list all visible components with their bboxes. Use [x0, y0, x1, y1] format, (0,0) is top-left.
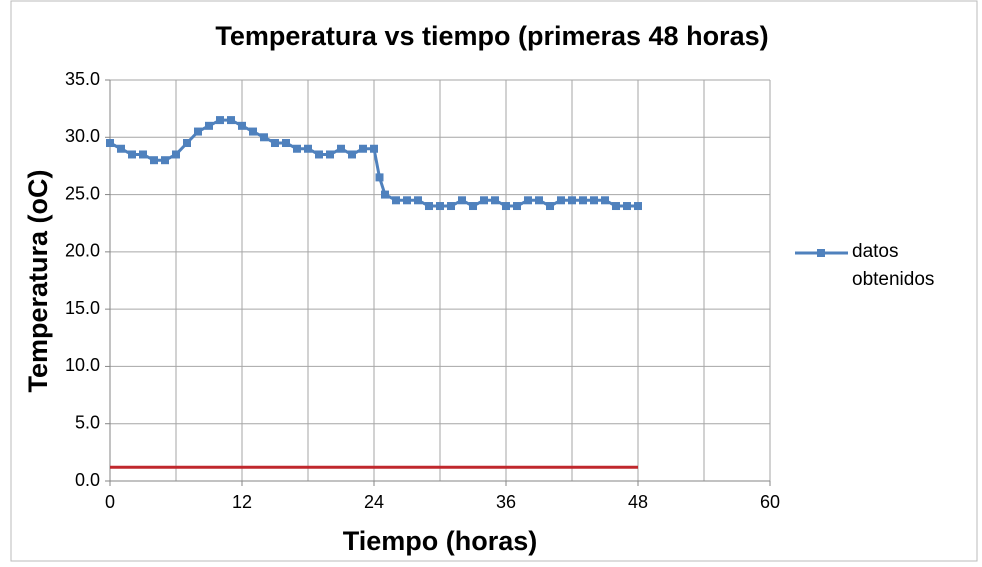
x-tick-label: 36 — [496, 492, 516, 512]
data-point — [315, 150, 323, 159]
legend-label: datos obtenidos — [852, 241, 935, 290]
data-point — [194, 127, 202, 136]
y-axis-title: Temperatura (oC) — [23, 169, 53, 392]
data-point — [568, 196, 576, 205]
data-point — [535, 196, 543, 205]
data-point — [216, 116, 224, 125]
chart-frame — [10, 0, 978, 562]
legend-marker — [817, 249, 825, 257]
data-point — [480, 196, 488, 205]
data-point — [403, 196, 411, 205]
data-point — [469, 202, 477, 211]
data-point — [271, 139, 279, 148]
data-point — [502, 202, 510, 211]
x-tick-label: 48 — [628, 492, 648, 512]
y-tick-label: 10.0 — [65, 355, 100, 375]
data-point — [447, 202, 455, 211]
data-point — [117, 144, 125, 153]
data-point — [557, 196, 565, 205]
data-point — [612, 202, 620, 211]
y-tick-label: 35.0 — [65, 69, 100, 89]
data-point — [172, 150, 180, 159]
data-point — [634, 202, 642, 211]
data-point — [106, 139, 114, 148]
data-point — [623, 202, 631, 211]
data-point — [524, 196, 532, 205]
data-point — [183, 139, 191, 148]
data-point — [326, 150, 334, 159]
data-point — [590, 196, 598, 205]
x-tick-label: 12 — [232, 492, 252, 512]
x-tick-label: 0 — [105, 492, 115, 512]
data-point — [370, 144, 378, 153]
data-point — [348, 150, 356, 159]
data-point — [161, 156, 169, 165]
data-point — [425, 202, 433, 211]
y-tick-label: 0.0 — [75, 470, 100, 490]
y-tick-label: 30.0 — [65, 126, 100, 146]
data-point — [458, 196, 466, 205]
data-point — [381, 190, 389, 199]
data-point — [304, 144, 312, 153]
chart-title: Temperatura vs tiempo (primeras 48 horas… — [215, 21, 768, 51]
y-tick-label: 25.0 — [65, 183, 100, 203]
data-point — [139, 150, 147, 159]
data-point — [150, 156, 158, 165]
data-point — [513, 202, 521, 211]
data-point — [546, 202, 554, 211]
data-point — [205, 121, 213, 130]
data-point — [491, 196, 499, 205]
data-point — [128, 150, 136, 159]
data-point — [282, 139, 290, 148]
data-point — [392, 196, 400, 205]
data-point — [359, 144, 367, 153]
data-point — [227, 116, 235, 125]
data-point — [601, 196, 609, 205]
data-point — [249, 127, 257, 136]
x-tick-label: 60 — [760, 492, 780, 512]
data-point — [436, 202, 444, 211]
data-point — [337, 144, 345, 153]
y-tick-label: 15.0 — [65, 298, 100, 318]
y-tick-label: 5.0 — [75, 412, 100, 432]
data-point — [414, 196, 422, 205]
data-point — [293, 144, 301, 153]
y-tick-label: 20.0 — [65, 241, 100, 261]
data-point — [260, 133, 268, 142]
x-tick-label: 24 — [364, 492, 384, 512]
data-point — [375, 173, 384, 182]
data-point — [238, 121, 246, 130]
data-point — [579, 196, 587, 205]
x-axis-title: Tiempo (horas) — [343, 526, 538, 556]
